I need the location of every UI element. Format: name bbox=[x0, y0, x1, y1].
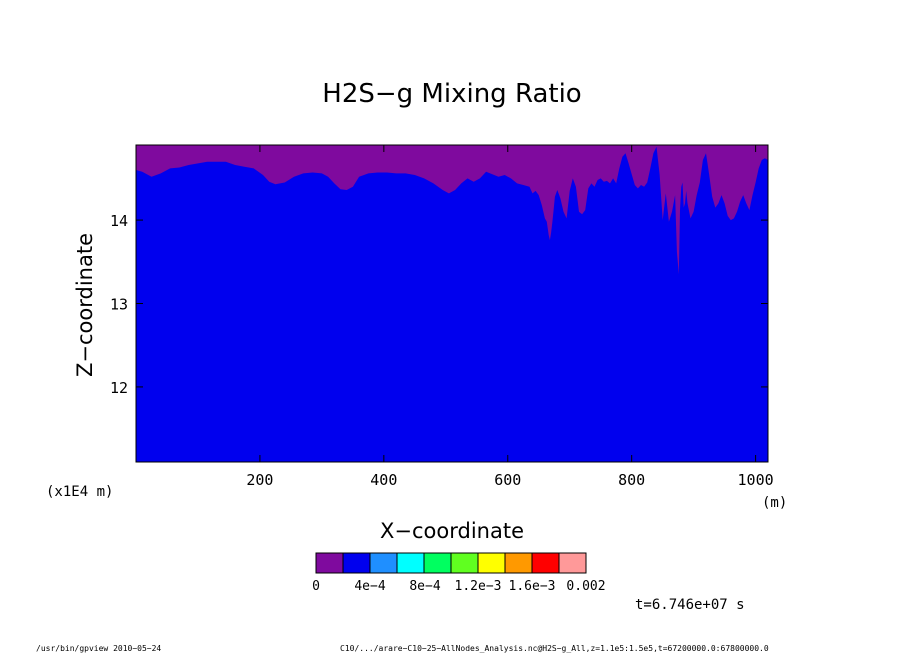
colorbar-label: 1.6e−3 bbox=[509, 579, 556, 594]
colorbar-swatch bbox=[558, 552, 587, 574]
y-axis-units: (x1E4 m) bbox=[46, 484, 113, 500]
x-tick-label: 200 bbox=[246, 471, 273, 489]
colorbar-labels: 0 4e−4 8e−4 1.2e−3 1.6e−3 0.002 bbox=[312, 579, 605, 594]
y-tick-label: 12 bbox=[110, 379, 128, 397]
colorbar-swatch bbox=[450, 552, 479, 574]
lower-blue-region bbox=[136, 146, 768, 462]
colorbar-label: 0 bbox=[312, 579, 320, 594]
y-axis-ticks: 12 13 14 bbox=[110, 212, 768, 397]
colorbar-swatch bbox=[369, 552, 398, 574]
colorbar-swatch bbox=[477, 552, 506, 574]
colorbar-label: 0.002 bbox=[566, 579, 605, 594]
chart-title: H2S−g Mixing Ratio bbox=[322, 79, 581, 109]
y-tick-label: 13 bbox=[110, 296, 128, 314]
colorbar-swatch bbox=[396, 552, 425, 574]
plot-area bbox=[135, 144, 769, 463]
colorbar-label: 4e−4 bbox=[354, 579, 385, 594]
x-tick-label: 800 bbox=[618, 471, 645, 489]
colorbar-label: 8e−4 bbox=[409, 579, 440, 594]
colorbar-label: 1.2e−3 bbox=[455, 579, 502, 594]
time-label: t=6.746e+07 s bbox=[635, 597, 745, 613]
y-axis-label: Z−coordinate bbox=[73, 233, 97, 377]
colorbar-swatch bbox=[423, 552, 452, 574]
colorbar-swatch bbox=[342, 552, 371, 574]
x-tick-label: 600 bbox=[494, 471, 521, 489]
colorbar-swatch bbox=[504, 552, 533, 574]
footer-right: C10/.../arare−C10−25−AllNodes_Analysis.n… bbox=[340, 644, 769, 653]
colorbar-swatch bbox=[315, 552, 344, 574]
footer-left: /usr/bin/gpview 2010−05−24 bbox=[36, 644, 161, 653]
colorbar bbox=[315, 552, 587, 574]
x-axis-units: (m) bbox=[762, 495, 787, 511]
colorbar-swatch bbox=[531, 552, 560, 574]
x-tick-label: 1000 bbox=[738, 471, 774, 489]
y-tick-label: 14 bbox=[110, 212, 128, 230]
x-axis-label: X−coordinate bbox=[380, 519, 524, 543]
x-axis-ticks: 200 400 600 800 1000 bbox=[246, 145, 774, 489]
x-tick-label: 400 bbox=[370, 471, 397, 489]
